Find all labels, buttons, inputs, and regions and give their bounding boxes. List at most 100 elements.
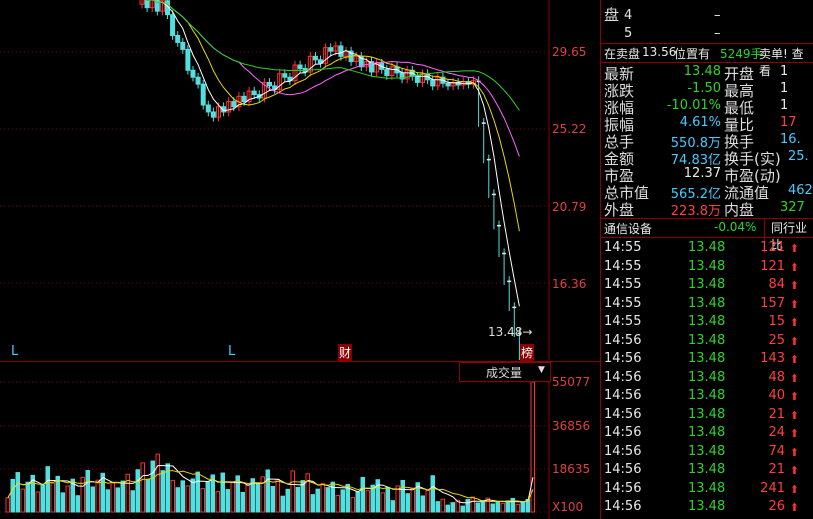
up-arrow-icon: ⬆ <box>789 334 799 348</box>
volume-bar <box>10 478 15 513</box>
volume-bar <box>300 480 305 513</box>
volume-bar <box>125 473 130 513</box>
volume-bar <box>310 494 315 513</box>
tick-price: 13.48 <box>688 406 726 422</box>
tick-row[interactable]: 14:55 13.48 121 ⬆ <box>602 259 813 277</box>
candle-body <box>323 47 329 64</box>
price-tick: 25.22 <box>552 122 587 136</box>
finance-marker[interactable]: 财 <box>338 344 353 361</box>
tick-time: 14:56 <box>604 499 642 514</box>
volume-bar <box>265 469 270 513</box>
quote-value: 25. <box>788 149 809 164</box>
volume-bar <box>215 490 220 513</box>
tick-row[interactable]: 14:56 13.48 21 ⬆ <box>602 407 813 425</box>
tick-price: 13.48 <box>688 351 726 366</box>
quote-value: 1 <box>780 64 789 79</box>
candle-body <box>236 95 242 108</box>
tick-row[interactable]: 14:55 13.48 15 ⬆ <box>602 314 813 332</box>
up-arrow-icon: ⬆ <box>789 297 799 311</box>
volume-bar <box>330 481 335 513</box>
event-marker[interactable]: L <box>11 344 19 359</box>
volume-bar <box>135 469 140 513</box>
candle-body <box>170 14 176 36</box>
quote-row: 总市值 565.2亿 流通值 462 <box>602 182 813 202</box>
tick-row[interactable]: 14:56 13.48 241 ⬆ <box>602 481 813 499</box>
volume-bar <box>500 502 505 513</box>
candle-body <box>297 64 303 70</box>
tick-volume: 157 <box>760 295 785 311</box>
tab-same-industry[interactable]: 同行业比 <box>764 219 813 253</box>
volume-bar <box>190 478 195 513</box>
volume-bar <box>455 499 460 513</box>
volume-bar <box>235 475 240 513</box>
candle-body <box>205 104 211 113</box>
volume-chart[interactable] <box>0 362 600 519</box>
quote-row: 振幅 4.61% 量比 17 <box>602 114 813 134</box>
volume-bar <box>305 473 310 513</box>
quote-row: 总手 550.8万 换手 16. <box>602 131 813 151</box>
panel-divider <box>600 0 601 519</box>
volume-bar <box>315 488 320 513</box>
tick-row[interactable]: 14:55 13.48 157 ⬆ <box>602 296 813 314</box>
event-marker[interactable]: L <box>228 344 236 359</box>
tick-row[interactable]: 14:56 13.48 25 ⬆ <box>602 333 813 351</box>
volume-bar <box>365 490 370 513</box>
tick-volume: 84 <box>768 277 785 292</box>
candle-body <box>512 306 517 309</box>
up-arrow-icon: ⬆ <box>789 408 799 422</box>
tick-row[interactable]: 14:56 13.48 40 ⬆ <box>602 388 813 406</box>
volume-bar <box>55 475 60 513</box>
tick-time: 14:56 <box>604 425 642 440</box>
tick-row[interactable]: 14:56 13.48 143 ⬆ <box>602 351 813 369</box>
candle-body <box>384 68 390 76</box>
tick-volume: 48 <box>768 369 785 385</box>
candle-body <box>261 81 267 99</box>
up-arrow-icon: ⬆ <box>789 242 799 255</box>
quote-label: 外盘 <box>604 201 635 219</box>
volume-bar <box>110 482 115 513</box>
quote-value: 13.48 <box>683 64 721 79</box>
volume-bar <box>290 470 295 513</box>
tick-time: 14:56 <box>604 388 642 403</box>
quote-label: 振幅 <box>604 116 635 134</box>
up-arrow-icon: ⬆ <box>789 260 799 274</box>
tick-volume: 241 <box>760 480 785 496</box>
quote-value: 1 <box>780 81 789 96</box>
tick-row[interactable]: 14:56 13.48 48 ⬆ <box>602 370 813 388</box>
tick-price: 13.48 <box>688 277 726 292</box>
volume-bar <box>280 495 285 513</box>
volume-bar <box>355 491 360 513</box>
indicator-dropdown[interactable]: 成交量 ▼ <box>459 362 551 382</box>
tick-time: 14:56 <box>604 332 642 348</box>
quote-label: 内盘 <box>724 201 755 219</box>
trade-ticks[interactable]: 14:55 13.48 121 ⬆ 14:55 13.48 121 ⬆ 14:55 13.48 84… <box>602 240 813 519</box>
volume-bar <box>380 492 385 513</box>
tick-row[interactable]: 14:56 13.48 26 ⬆ <box>602 499 813 517</box>
sector-bar[interactable]: 通信设备 -0.04% 同行业比 <box>602 219 813 253</box>
candle-body <box>277 73 283 90</box>
ask-volume: – <box>714 8 721 23</box>
tick-time: 14:56 <box>604 351 642 366</box>
quote-value: 16. <box>780 132 801 147</box>
quote-row: 外盘 223.8万 内盘 327 <box>602 199 813 219</box>
tick-time: 14:55 <box>604 240 642 255</box>
quote-label: 最新 <box>604 65 635 83</box>
tick-volume: 15 <box>768 314 785 329</box>
tick-row[interactable]: 14:56 13.48 74 ⬆ <box>602 444 813 462</box>
volume-bar <box>105 489 110 513</box>
volume-bar <box>425 489 430 513</box>
volume-bar <box>450 502 455 513</box>
candle-body <box>210 111 216 118</box>
candle-body <box>241 95 247 103</box>
sell-order-banner[interactable]: 在卖盘 13.56 位置有 5249手 卖单! 查看 <box>604 45 804 78</box>
tick-row[interactable]: 14:55 13.48 84 ⬆ <box>602 277 813 295</box>
ranking-marker[interactable]: 榜 <box>520 344 535 361</box>
kline-chart[interactable] <box>0 0 600 360</box>
candle-body <box>430 79 436 87</box>
quote-label: 开盘 <box>724 65 755 83</box>
volume-bar <box>175 487 180 513</box>
tick-row[interactable]: 14:56 13.48 24 ⬆ <box>602 425 813 443</box>
tick-row[interactable]: 14:56 13.48 21 ⬆ <box>602 462 813 480</box>
tick-row[interactable]: 14:55 13.48 121 ⬆ <box>602 240 813 258</box>
tick-volume: 40 <box>768 388 785 403</box>
